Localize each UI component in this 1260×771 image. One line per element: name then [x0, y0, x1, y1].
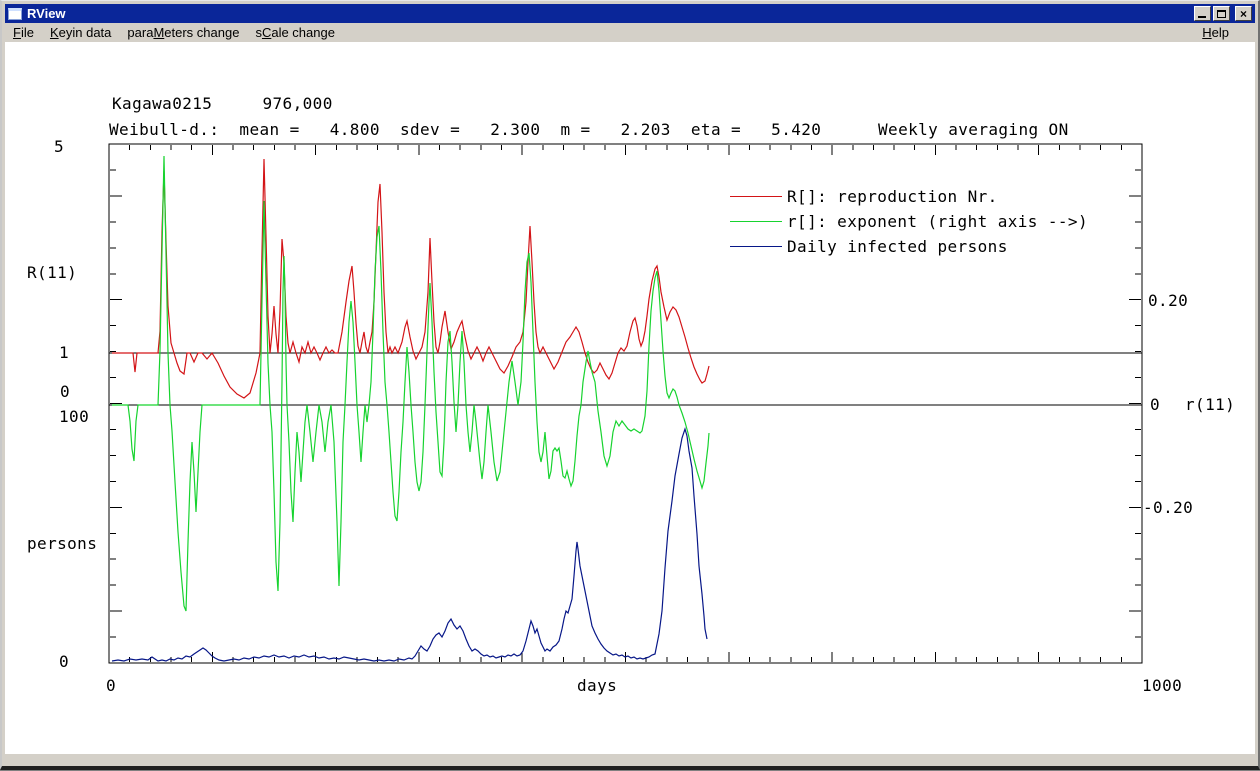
- right-axis-name: r(11): [1185, 396, 1235, 414]
- menu-item-parameters-change[interactable]: paraMeters change: [127, 25, 239, 40]
- legend: R[]: reproduction Nr. r[]: exponent (righ…: [730, 184, 1088, 259]
- legend-label: R[]: reproduction Nr.: [787, 187, 998, 206]
- legend-line-swatch: [730, 246, 782, 247]
- right-axis-min: -0.20: [1143, 499, 1193, 517]
- left-axis-R-name: R(11): [27, 264, 77, 282]
- menu-bar: File Keyin data paraMeters change sCale cha…: [5, 23, 1255, 42]
- menu-item-keyin-data[interactable]: Keyin data: [50, 25, 111, 40]
- legend-label: Daily infected persons: [787, 237, 1008, 256]
- menu-accelerator: C: [262, 25, 271, 40]
- legend-item: R[]: reproduction Nr.: [730, 184, 1088, 209]
- right-axis-zero: 0: [1150, 396, 1160, 414]
- left-axis-R-one: 1: [59, 344, 69, 362]
- window-controls: ×: [1194, 6, 1252, 21]
- maximize-button[interactable]: [1213, 6, 1230, 21]
- legend-line-swatch: [730, 196, 782, 197]
- menu-items: File Keyin data paraMeters change sCale cha…: [13, 25, 351, 40]
- maximize-icon: [1217, 10, 1226, 18]
- right-axis-max: 0.20: [1148, 292, 1188, 310]
- minimize-button[interactable]: [1194, 6, 1211, 21]
- x-axis-min: 0: [106, 677, 116, 695]
- minimize-icon: [1198, 16, 1206, 18]
- chart-area: [5, 42, 1255, 754]
- menu-item-file[interactable]: File: [13, 25, 34, 40]
- close-button[interactable]: ×: [1235, 6, 1252, 21]
- left-axis-R-zero: 0: [60, 383, 70, 401]
- left-axis-persons-name: persons: [27, 535, 97, 553]
- legend-item: r[]: exponent (right axis -->): [730, 209, 1088, 234]
- legend-label: r[]: exponent (right axis -->): [787, 212, 1088, 231]
- x-axis-max: 1000: [1142, 677, 1182, 695]
- left-axis-R-max: 5: [54, 138, 64, 156]
- left-axis-persons-zero: 0: [59, 653, 69, 671]
- close-icon: ×: [1240, 8, 1247, 20]
- menu-item-help[interactable]: Help: [1202, 25, 1229, 40]
- window-title: RView: [27, 6, 66, 21]
- weekly-averaging-status: Weekly averaging ON: [878, 121, 1069, 139]
- menu-help-container: Help: [1202, 25, 1245, 40]
- rview-window: RView × File Keyin data paraMeters change s…: [0, 0, 1260, 770]
- menu-accelerator: F: [13, 25, 21, 40]
- left-axis-persons-max: 100: [59, 408, 89, 426]
- legend-line-swatch: [730, 221, 782, 222]
- menu-accelerator: M: [153, 25, 164, 40]
- menu-accelerator: H: [1202, 25, 1211, 40]
- legend-item: Daily infected persons: [730, 234, 1088, 259]
- app-icon: [8, 8, 22, 20]
- menu-accelerator: K: [50, 25, 59, 40]
- menu-item-scale-change[interactable]: sCale change: [255, 25, 335, 40]
- x-axis-name: days: [577, 677, 617, 695]
- chart-title: Kagawa0215 976,000: [112, 95, 333, 113]
- title-bar[interactable]: RView ×: [5, 4, 1255, 23]
- chart-subtitle: Weibull-d.: mean = 4.800 sdev = 2.300 m …: [109, 121, 821, 139]
